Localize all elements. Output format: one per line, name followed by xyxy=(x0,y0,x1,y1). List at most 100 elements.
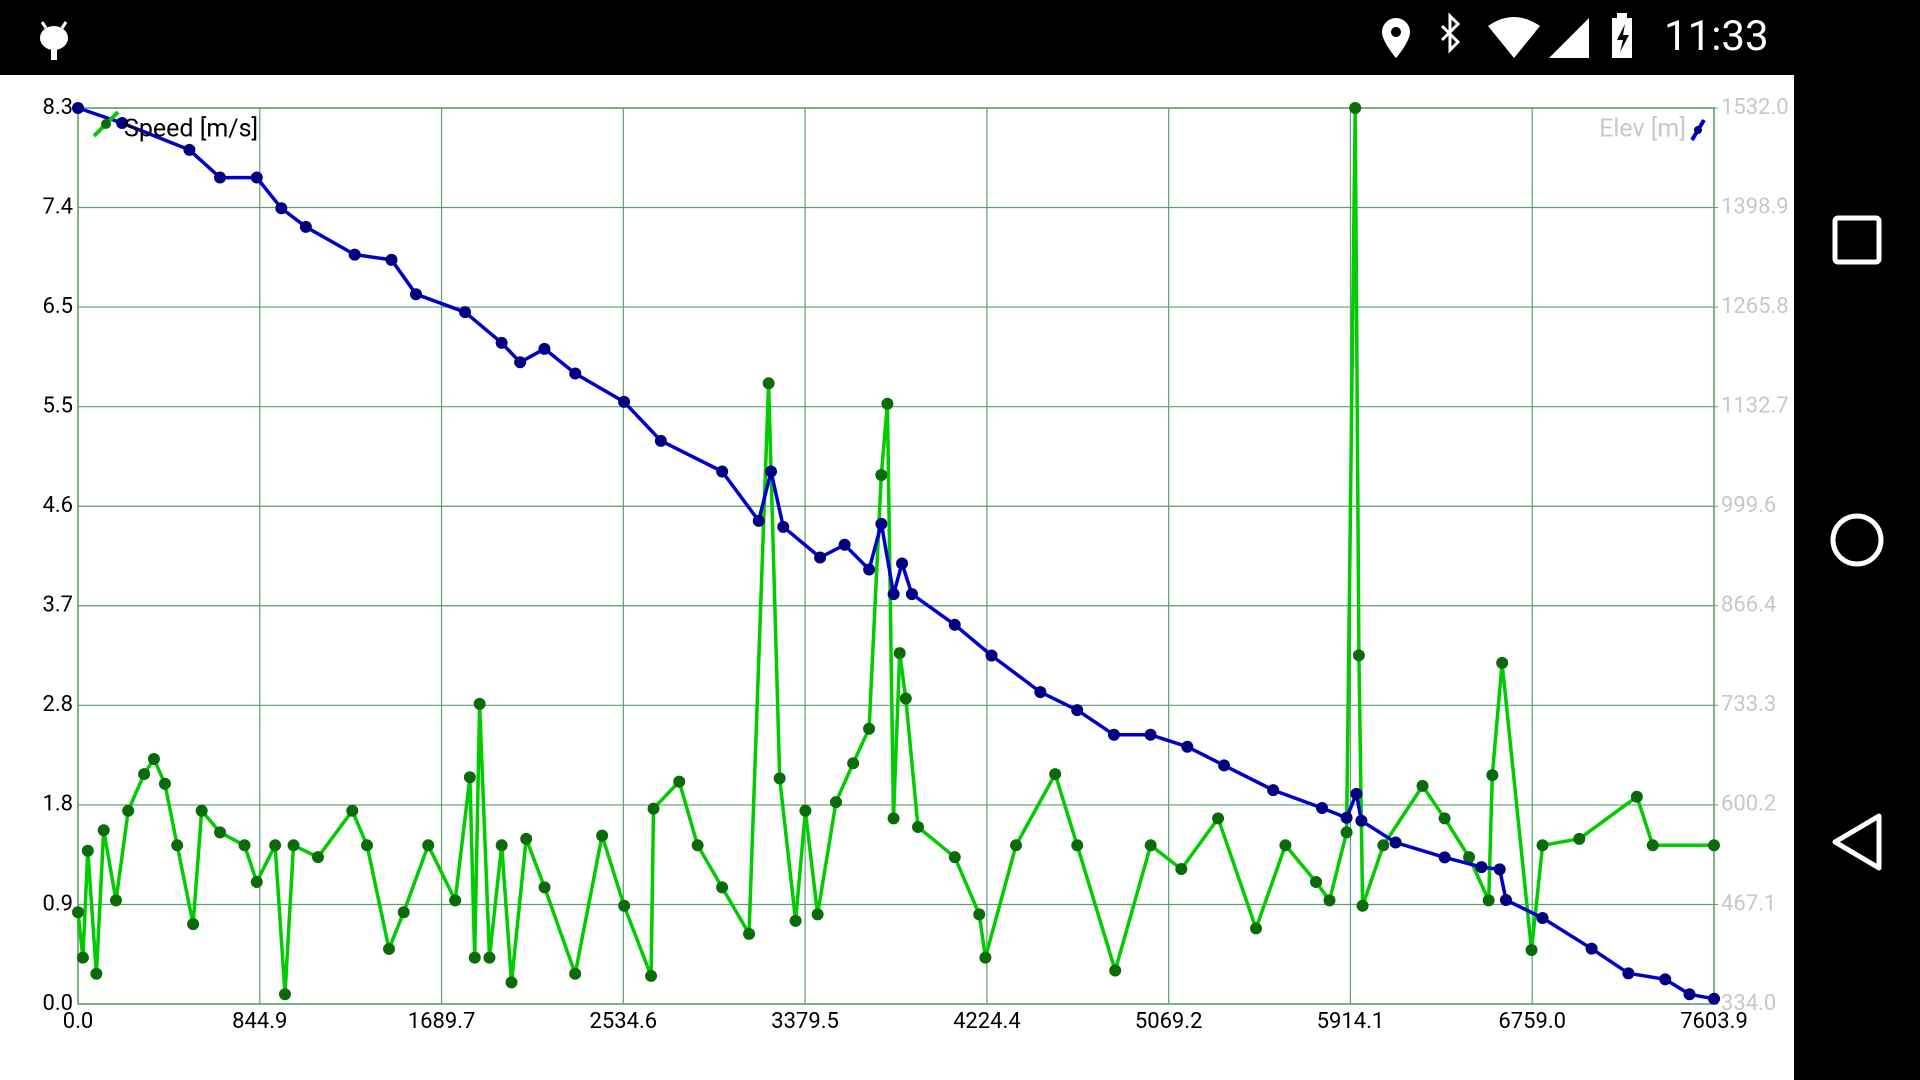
data-point xyxy=(1340,811,1353,824)
data-point xyxy=(847,757,860,770)
bluetooth-icon xyxy=(1440,12,1461,54)
data-point xyxy=(1352,649,1365,662)
data-point xyxy=(618,899,631,912)
data-point xyxy=(887,812,900,825)
data-point xyxy=(777,520,790,533)
data-point xyxy=(645,969,658,982)
y-tick-label: 2.8 xyxy=(42,692,73,717)
y-tick-label: 0.9 xyxy=(42,891,73,916)
data-point xyxy=(838,538,851,551)
data-point xyxy=(1499,894,1512,907)
legend-label: Elev [m] xyxy=(1599,115,1686,144)
data-point xyxy=(473,697,486,710)
nav-bar xyxy=(1794,75,1920,1080)
data-point xyxy=(449,894,462,907)
x-tick-label: 844.9 xyxy=(232,1009,287,1034)
y2-tick-label: 1265.8 xyxy=(1721,294,1789,319)
data-point xyxy=(1218,759,1231,772)
data-point xyxy=(1316,802,1329,815)
data-point xyxy=(514,356,527,369)
data-point xyxy=(1350,787,1363,800)
data-point xyxy=(1416,779,1429,792)
x-tick-label: 1689.7 xyxy=(408,1009,476,1034)
data-point xyxy=(814,551,827,564)
data-point xyxy=(1071,839,1084,852)
data-point xyxy=(299,220,312,233)
data-point xyxy=(1389,836,1402,849)
data-point xyxy=(948,618,961,631)
data-point xyxy=(495,839,508,852)
data-point xyxy=(1622,967,1635,980)
data-point xyxy=(1010,839,1023,852)
data-point xyxy=(875,517,888,530)
x-tick-label: 6759.0 xyxy=(1498,1009,1566,1034)
data-point xyxy=(278,988,291,1001)
data-point xyxy=(360,839,373,852)
data-point xyxy=(799,804,812,817)
data-point xyxy=(673,775,686,788)
legend-icon xyxy=(101,119,111,129)
y2-tick-label: 866.4 xyxy=(1721,593,1776,618)
data-point xyxy=(72,906,84,919)
data-point xyxy=(1355,814,1368,827)
data-point xyxy=(385,253,398,266)
data-point xyxy=(1049,768,1062,781)
data-point xyxy=(893,647,906,660)
data-point xyxy=(789,914,802,927)
data-point xyxy=(1707,839,1720,852)
back-button[interactable] xyxy=(1832,813,1882,871)
data-point xyxy=(1175,863,1188,876)
y2-tick-label: 600.2 xyxy=(1721,792,1776,817)
data-point xyxy=(214,171,227,184)
data-point xyxy=(1250,922,1263,935)
data-point xyxy=(383,942,396,955)
data-point xyxy=(495,336,508,349)
data-point xyxy=(269,839,282,852)
y2-tick-label: 733.3 xyxy=(1721,692,1776,717)
data-point xyxy=(1630,790,1643,803)
data-point xyxy=(147,752,160,765)
x-tick-label: 3379.5 xyxy=(771,1009,839,1034)
recents-button[interactable] xyxy=(1832,215,1882,265)
data-point xyxy=(618,395,631,408)
data-point xyxy=(122,804,135,817)
data-point xyxy=(1646,839,1659,852)
data-point xyxy=(72,102,84,114)
data-point xyxy=(459,306,472,319)
x-tick-label: 5069.2 xyxy=(1135,1009,1203,1034)
y-tick-label: 5.5 xyxy=(42,394,73,419)
data-point xyxy=(743,927,756,940)
data-point xyxy=(887,588,900,601)
data-point xyxy=(1349,102,1362,114)
data-point xyxy=(765,465,778,478)
data-point xyxy=(422,839,435,852)
y-tick-label: 0.0 xyxy=(42,991,73,1016)
data-point xyxy=(716,465,729,478)
x-tick-label: 2534.6 xyxy=(590,1009,658,1034)
home-button[interactable] xyxy=(1830,513,1884,567)
data-point xyxy=(905,588,918,601)
battery-icon xyxy=(1612,13,1632,58)
data-point xyxy=(762,377,775,390)
data-point xyxy=(346,804,359,817)
y2-tick-label: 1532.0 xyxy=(1721,95,1789,120)
data-point xyxy=(569,367,582,380)
data-point xyxy=(195,804,208,817)
data-point xyxy=(468,951,481,964)
data-point xyxy=(1279,839,1292,852)
data-point xyxy=(569,967,582,980)
signal-icon xyxy=(1549,18,1589,58)
y-tick-label: 3.7 xyxy=(42,593,73,618)
data-point xyxy=(1475,861,1488,874)
data-point xyxy=(1356,899,1369,912)
series-line xyxy=(77,106,1715,1001)
data-point xyxy=(1377,839,1390,852)
data-point xyxy=(1536,911,1549,924)
data-point xyxy=(97,824,110,837)
y-tick-label: 7.4 xyxy=(42,194,73,219)
data-point xyxy=(691,839,704,852)
data-point xyxy=(90,967,103,980)
data-point xyxy=(985,649,998,662)
